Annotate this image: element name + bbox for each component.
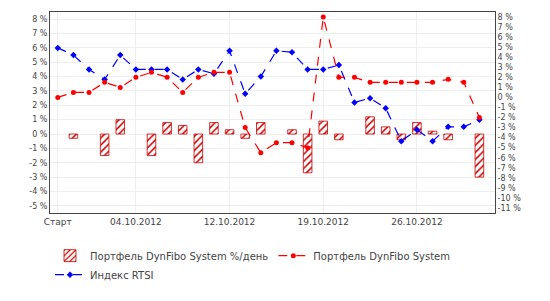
svg-text:6 %: 6 %	[32, 44, 48, 53]
svg-text:8 %: 8 %	[32, 15, 48, 24]
svg-text:-5 %: -5 %	[498, 143, 517, 152]
svg-text:-3 %: -3 %	[29, 173, 48, 182]
svg-text:1 %: 1 %	[32, 115, 48, 124]
svg-text:7 %: 7 %	[32, 29, 48, 38]
svg-text:-3 %: -3 %	[498, 123, 517, 132]
svg-text:-2 %: -2 %	[498, 113, 517, 122]
svg-text:5 %: 5 %	[32, 58, 48, 67]
svg-text:26.10.2012: 26.10.2012	[391, 217, 443, 227]
svg-text:3 %: 3 %	[32, 87, 48, 96]
svg-text:Портфель DynFibo System %/день: Портфель DynFibo System %/день	[90, 251, 268, 262]
svg-text:Индекс RTSI: Индекс RTSI	[90, 270, 153, 281]
svg-text:-1 %: -1 %	[29, 144, 48, 153]
svg-text:Портфель DynFibo System: Портфель DynFibo System	[313, 251, 450, 262]
svg-text:7 %: 7 %	[498, 23, 514, 32]
svg-text:4 %: 4 %	[32, 72, 48, 81]
svg-text:4 %: 4 %	[498, 53, 514, 62]
svg-text:-4 %: -4 %	[498, 133, 517, 142]
svg-text:19.10.2012: 19.10.2012	[297, 217, 349, 227]
svg-text:8 %: 8 %	[498, 13, 514, 22]
svg-text:1 %: 1 %	[498, 83, 514, 92]
svg-text:-4 %: -4 %	[29, 187, 48, 196]
svg-text:0 %: 0 %	[32, 130, 48, 139]
svg-text:6 %: 6 %	[498, 33, 514, 42]
svg-text:12.10.2012: 12.10.2012	[204, 217, 256, 227]
svg-text:-8 %: -8 %	[498, 174, 517, 183]
svg-text:3 %: 3 %	[498, 63, 514, 72]
svg-text:-10 %: -10 %	[498, 194, 522, 203]
svg-text:-6 %: -6 %	[498, 154, 517, 163]
svg-text:2 %: 2 %	[498, 73, 514, 82]
svg-text:-5 %: -5 %	[29, 202, 48, 211]
svg-text:-7 %: -7 %	[498, 164, 517, 173]
svg-text:-2 %: -2 %	[29, 159, 48, 168]
svg-text:04.10.2012: 04.10.2012	[110, 217, 162, 227]
svg-text:5 %: 5 %	[498, 43, 514, 52]
svg-text:0 %: 0 %	[498, 93, 514, 102]
svg-text:2 %: 2 %	[32, 101, 48, 110]
svg-text:Старт: Старт	[44, 217, 72, 227]
svg-text:-11 %: -11 %	[498, 204, 522, 213]
svg-text:-9 %: -9 %	[498, 184, 517, 193]
svg-text:-1 %: -1 %	[498, 103, 517, 112]
